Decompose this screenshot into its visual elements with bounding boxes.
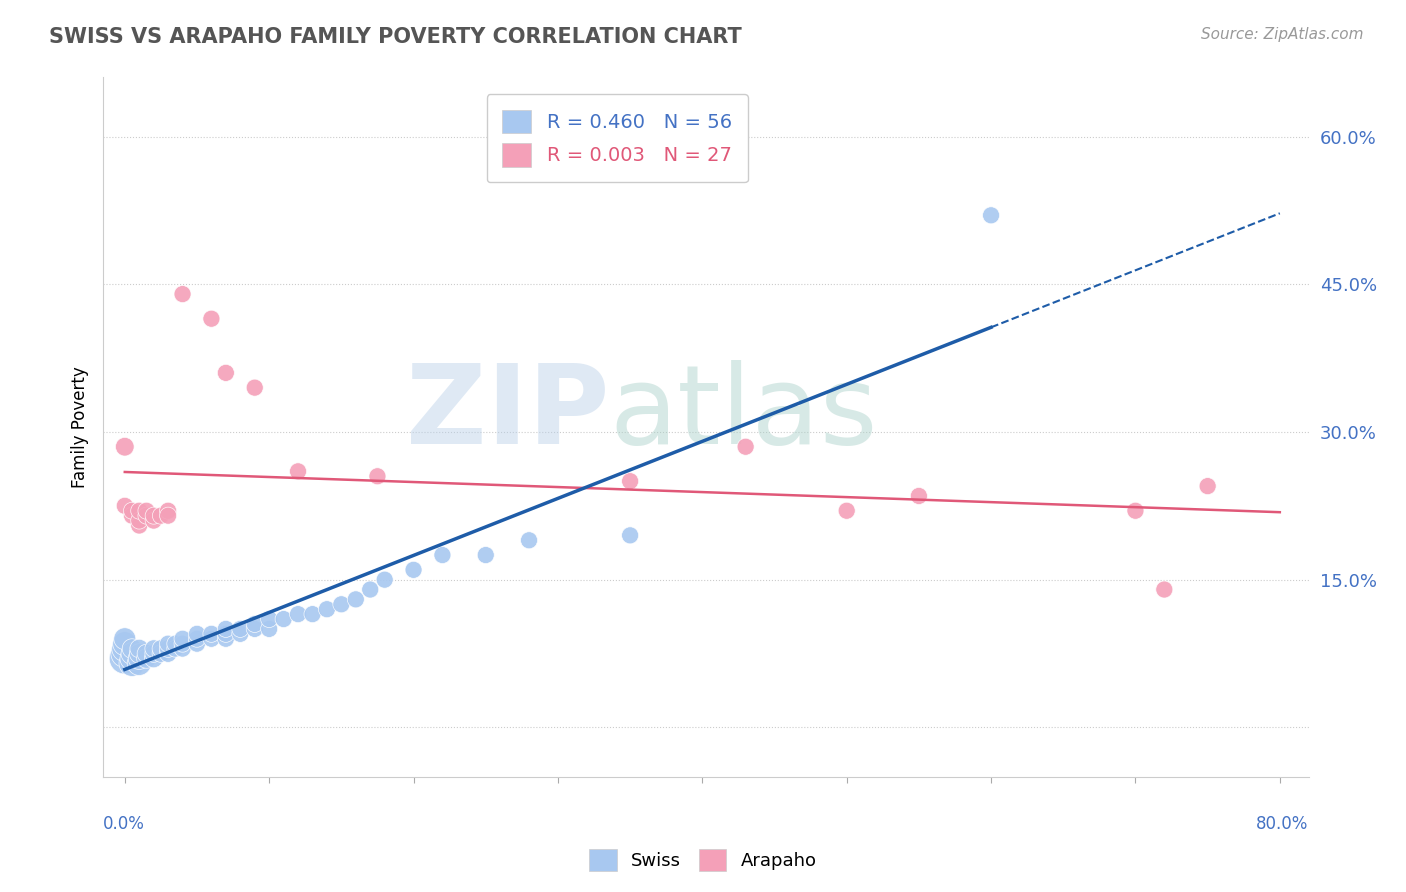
Point	[128, 504, 150, 518]
Point	[200, 632, 222, 646]
Point	[157, 508, 180, 523]
Point	[215, 366, 238, 380]
Point	[114, 641, 136, 656]
Point	[359, 582, 381, 597]
Point	[121, 504, 143, 518]
Point	[1197, 479, 1219, 493]
Point	[165, 641, 187, 656]
Point	[330, 597, 353, 611]
Point	[287, 607, 309, 621]
Point	[243, 622, 266, 636]
Point	[200, 311, 222, 326]
Point	[257, 622, 280, 636]
Point	[273, 612, 295, 626]
Legend: R = 0.460   N = 56, R = 0.003   N = 27: R = 0.460 N = 56, R = 0.003 N = 27	[486, 95, 748, 183]
Point	[121, 651, 143, 665]
Point	[835, 504, 858, 518]
Point	[149, 647, 172, 661]
Point	[344, 592, 367, 607]
Point	[474, 548, 496, 562]
Point	[734, 440, 756, 454]
Point	[172, 632, 194, 646]
Point	[374, 573, 396, 587]
Point	[142, 647, 165, 661]
Point	[186, 637, 208, 651]
Point	[172, 637, 194, 651]
Point	[114, 440, 136, 454]
Point	[128, 651, 150, 665]
Point	[257, 612, 280, 626]
Text: atlas: atlas	[609, 359, 877, 467]
Point	[121, 657, 143, 671]
Point	[142, 651, 165, 665]
Point	[200, 627, 222, 641]
Legend: Swiss, Arapaho: Swiss, Arapaho	[582, 842, 824, 879]
Point	[287, 464, 309, 478]
Point	[128, 647, 150, 661]
Point	[1125, 504, 1147, 518]
Point	[229, 627, 252, 641]
Point	[142, 641, 165, 656]
Point	[908, 489, 931, 503]
Point	[229, 622, 252, 636]
Point	[149, 508, 172, 523]
Point	[114, 632, 136, 646]
Point	[157, 504, 180, 518]
Point	[135, 647, 157, 661]
Text: 0.0%: 0.0%	[103, 815, 145, 833]
Point	[114, 647, 136, 661]
Point	[157, 641, 180, 656]
Point	[1153, 582, 1175, 597]
Point	[243, 381, 266, 395]
Point	[149, 641, 172, 656]
Point	[128, 641, 150, 656]
Text: SWISS VS ARAPAHO FAMILY POVERTY CORRELATION CHART: SWISS VS ARAPAHO FAMILY POVERTY CORRELAT…	[49, 27, 742, 46]
Point	[114, 637, 136, 651]
Point	[619, 474, 641, 488]
Point	[172, 641, 194, 656]
Point	[157, 647, 180, 661]
Point	[980, 208, 1002, 222]
Point	[142, 508, 165, 523]
Point	[432, 548, 454, 562]
Point	[619, 528, 641, 542]
Point	[215, 622, 238, 636]
Point	[121, 508, 143, 523]
Point	[121, 641, 143, 656]
Point	[128, 518, 150, 533]
Point	[114, 651, 136, 665]
Point	[366, 469, 388, 483]
Point	[135, 504, 157, 518]
Point	[243, 617, 266, 632]
Point	[157, 637, 180, 651]
Point	[316, 602, 339, 616]
Point	[301, 607, 323, 621]
Point	[165, 637, 187, 651]
Point	[172, 287, 194, 301]
Point	[135, 508, 157, 523]
Text: Source: ZipAtlas.com: Source: ZipAtlas.com	[1201, 27, 1364, 42]
Point	[114, 499, 136, 513]
Point	[121, 647, 143, 661]
Point	[135, 651, 157, 665]
Point	[186, 627, 208, 641]
Text: ZIP: ZIP	[406, 359, 609, 467]
Point	[128, 514, 150, 528]
Y-axis label: Family Poverty: Family Poverty	[72, 366, 89, 488]
Text: 80.0%: 80.0%	[1257, 815, 1309, 833]
Point	[186, 632, 208, 646]
Point	[517, 533, 540, 548]
Point	[402, 563, 425, 577]
Point	[128, 657, 150, 671]
Point	[215, 632, 238, 646]
Point	[142, 514, 165, 528]
Point	[215, 627, 238, 641]
